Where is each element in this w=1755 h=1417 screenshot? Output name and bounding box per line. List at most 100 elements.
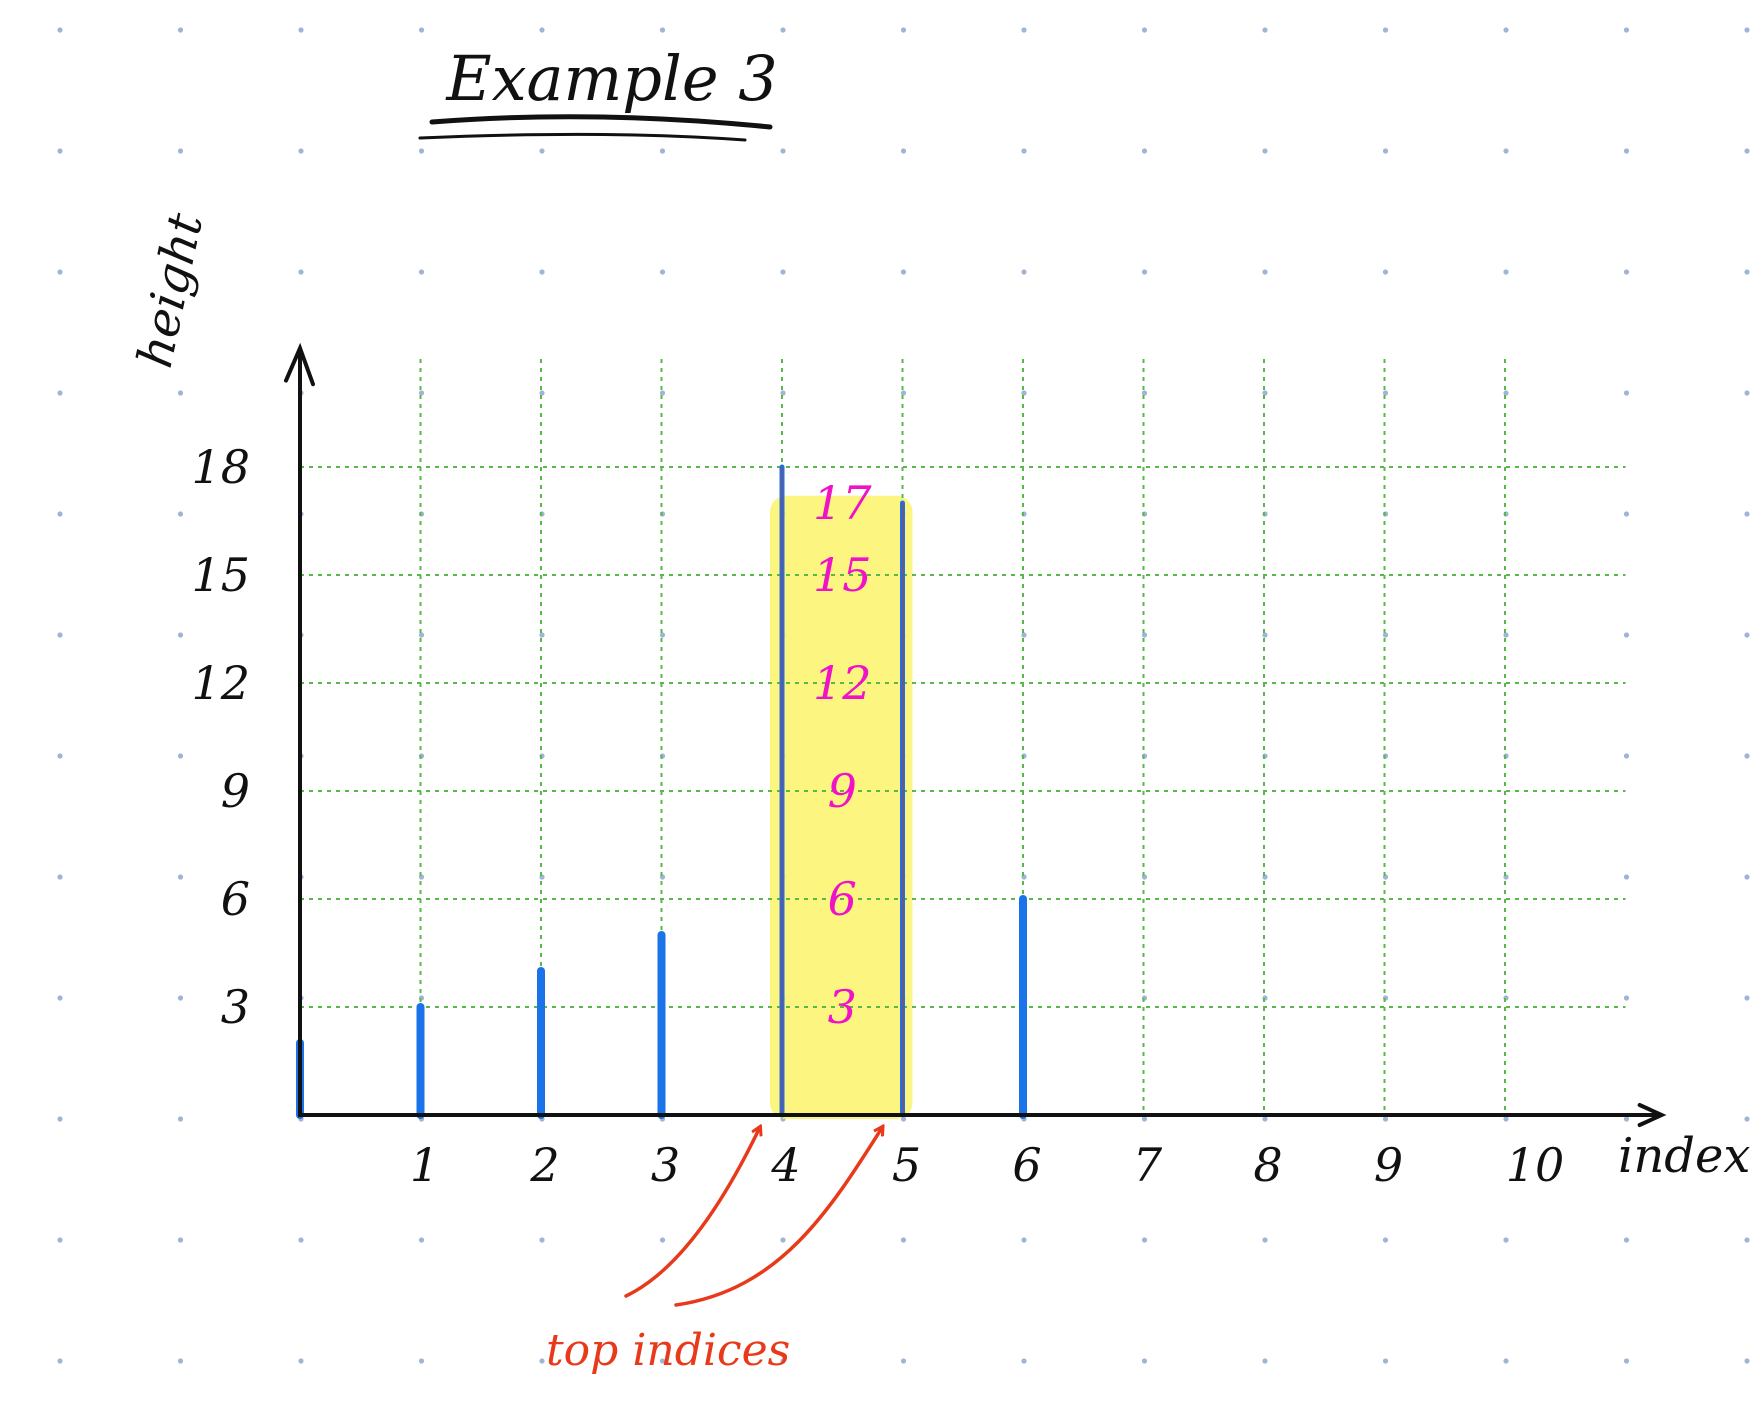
background-dot [539, 148, 545, 154]
highlight-label: 3 [828, 980, 857, 1034]
background-dot [1382, 1116, 1389, 1122]
background-dot [1021, 1237, 1027, 1243]
background-dot [57, 874, 63, 880]
background-dot [1503, 1116, 1509, 1122]
highlight-label: 17 [813, 476, 872, 530]
background-dot [1623, 1358, 1630, 1364]
background-dot [177, 269, 184, 275]
background-dot [1382, 148, 1389, 154]
highlight-labels: 17 15 12 9 6 3 [813, 476, 872, 1034]
x-tick-label: 9 [1374, 1138, 1403, 1192]
background-dot [177, 995, 184, 1001]
background-dot [57, 1237, 63, 1243]
annotation-arrow-icon [624, 1127, 760, 1298]
background-dot [1503, 632, 1509, 638]
x-tick-label: 3 [651, 1138, 680, 1192]
background-dot [1744, 995, 1750, 1001]
x-axis-arrow-icon [1637, 1103, 1667, 1127]
background-dot [1503, 390, 1509, 396]
background-dot [1503, 269, 1509, 275]
background-dot [57, 1358, 63, 1364]
annotation-text: top indices [546, 1325, 790, 1376]
background-dot [418, 390, 425, 396]
background-dot [900, 148, 907, 154]
background-dot [1262, 27, 1268, 33]
x-tick-label: 1 [410, 1138, 439, 1192]
background-dot [659, 1237, 666, 1243]
background-dot [1141, 1237, 1148, 1243]
background-dot [1141, 148, 1148, 154]
background-dot [1623, 390, 1630, 396]
background-dot [1021, 148, 1027, 154]
background-dot [780, 390, 786, 396]
background-dot [1262, 632, 1268, 638]
background-dot [780, 1358, 786, 1364]
background-dot [780, 27, 786, 33]
background-dot [298, 1237, 304, 1243]
background-dot [298, 148, 304, 154]
background-dot [900, 269, 907, 275]
background-dot [1623, 995, 1630, 1001]
background-dot [539, 269, 545, 275]
background-dot [1021, 390, 1027, 396]
background-dot [1744, 511, 1750, 517]
background-dot [298, 269, 304, 275]
background-dot [1382, 1237, 1389, 1243]
background-dot [1744, 632, 1750, 638]
background-dot [1141, 269, 1148, 275]
background-dot [418, 632, 425, 638]
background-dot [1262, 269, 1268, 275]
background-dot [900, 27, 907, 33]
background-dot [1021, 632, 1027, 638]
background-dot [1744, 1358, 1750, 1364]
y-tick-label: 15 [191, 548, 250, 602]
background-dot [177, 1116, 184, 1122]
x-tick-label: 8 [1253, 1138, 1282, 1192]
highlight-label: 12 [813, 656, 872, 710]
background-dot [177, 632, 184, 638]
background-dot [177, 1358, 184, 1364]
background-dot [177, 511, 184, 517]
background-dot [1744, 390, 1750, 396]
background-dot [1382, 390, 1389, 396]
x-axis-title: index [1618, 1128, 1750, 1184]
background-dot [1141, 632, 1148, 638]
x-tick-label: 6 [1012, 1138, 1041, 1192]
background-dot [418, 148, 425, 154]
background-dot [1021, 1358, 1027, 1364]
background-dot [539, 632, 545, 638]
background-dot [57, 390, 63, 396]
background-dot [177, 148, 184, 154]
background-dot [57, 269, 63, 275]
background-dot [780, 1237, 786, 1243]
background-dot [780, 269, 786, 275]
x-tick-label: 4 [770, 1138, 800, 1192]
background-dot [1382, 27, 1389, 33]
background-dot [57, 632, 63, 638]
y-tick-label: 12 [191, 656, 250, 710]
background-dot [1141, 1358, 1148, 1364]
title-text: Example 3 [445, 42, 777, 115]
background-dot [659, 390, 666, 396]
background-dot [659, 269, 666, 275]
background-dot [1262, 148, 1268, 154]
background-dot [1623, 753, 1630, 759]
background-dot [177, 390, 184, 396]
highlight-label: 6 [828, 872, 857, 926]
background-dot [57, 511, 63, 517]
title-underline-second [418, 132, 747, 142]
background-dot [1744, 27, 1750, 33]
background-dot [177, 1237, 184, 1243]
grid-lines [300, 359, 1626, 1115]
background-dot [1021, 269, 1027, 275]
background-dot [780, 148, 786, 154]
x-tick-label: 5 [892, 1138, 921, 1192]
background-dot [1623, 148, 1630, 154]
background-dot [1382, 269, 1389, 275]
background-dot [1503, 1358, 1509, 1364]
y-tick-label: 18 [191, 440, 250, 494]
highlight-label: 9 [828, 764, 857, 818]
background-dot [1262, 1358, 1268, 1364]
background-dot [1623, 632, 1630, 638]
